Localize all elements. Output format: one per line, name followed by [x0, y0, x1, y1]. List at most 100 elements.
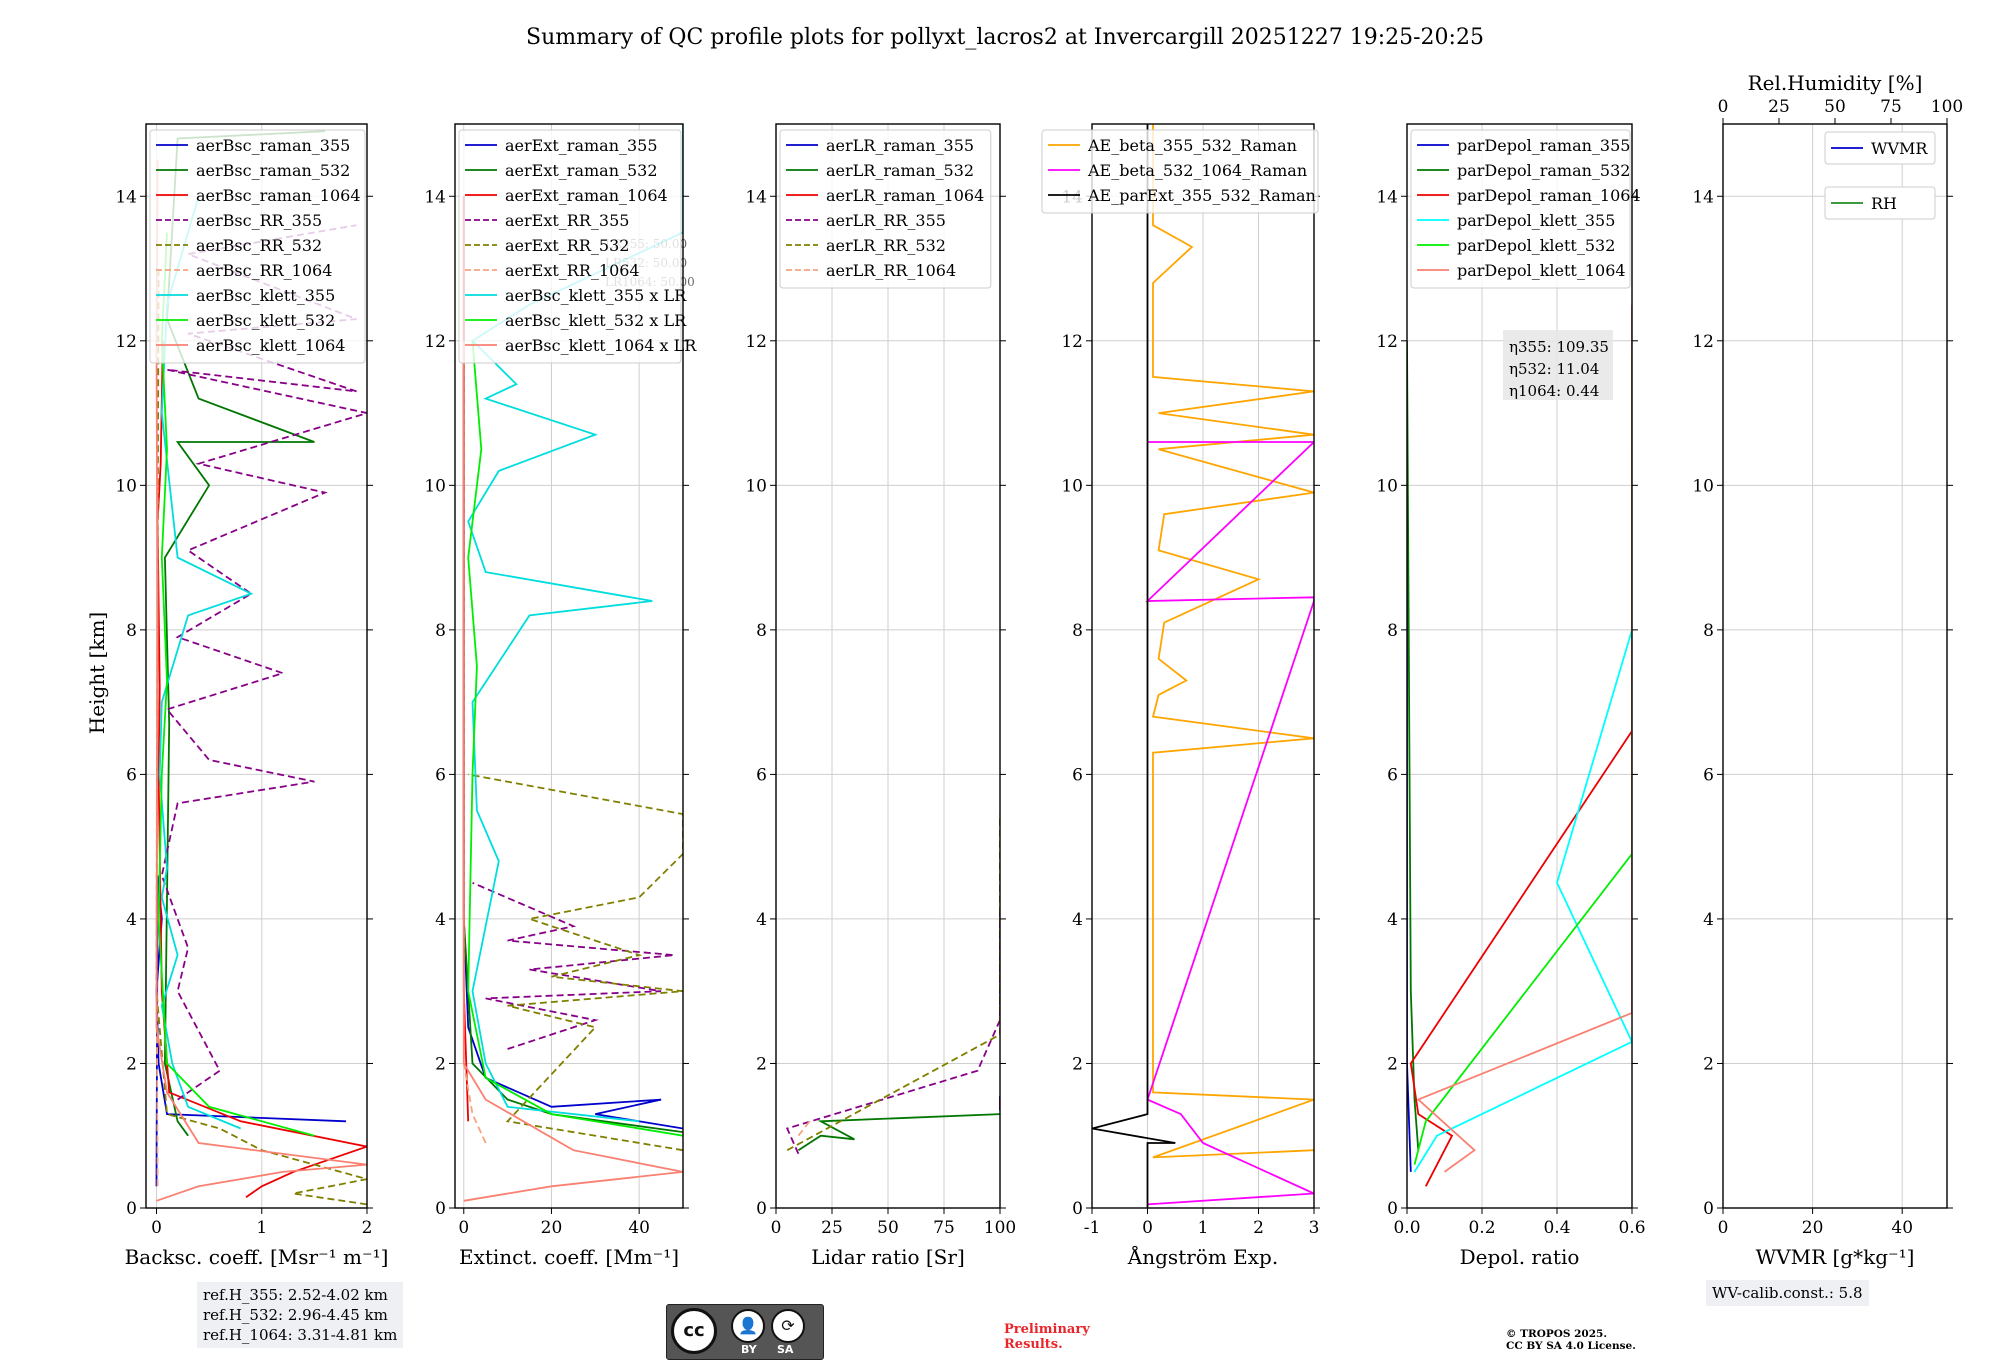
legend-label: aerBsc_RR_532 [196, 236, 322, 255]
series-AE_beta_532_1064_Raman [1145, 441, 1314, 1206]
axes-frame [1406, 123, 1633, 1209]
x-tick-label: 3 [1309, 1218, 1320, 1238]
legend-box [149, 129, 366, 364]
axes-frame [1722, 123, 1948, 1209]
legend-label: aerLR_RR_355 [826, 211, 946, 230]
legend-box [1824, 131, 1936, 165]
x-tick-label: -1 [1084, 1218, 1101, 1238]
x-tick-label: 50 [877, 1218, 899, 1238]
legend-label: AE_parExt_355_532_Raman [1087, 186, 1316, 205]
y-tick-label: 8 [435, 621, 446, 641]
series-parDepol_klett_355 [1413, 463, 1632, 1173]
sa-share-icon: ⟳ [771, 1309, 805, 1343]
legend-label: parDepol_klett_532 [1457, 236, 1615, 255]
top-x-tick-label: 50 [1824, 97, 1846, 117]
legend-label: WVMR [1871, 139, 1928, 158]
x-tick-label: 1 [1198, 1218, 1209, 1238]
x-tick-label: 0.2 [1468, 1218, 1495, 1238]
series-aerBsc_klett_532 x LR [467, 340, 683, 1137]
ref-height-355: ref.H_355: 2.52-4.02 km [203, 1286, 388, 1304]
y-tick-label: 12 [745, 332, 767, 352]
legend-wv: WVMR RH [1824, 131, 1936, 220]
wv-calib-box: WV-calib.const.: 5.8 [1706, 1280, 1869, 1306]
legend-label: aerExt_RR_355 [505, 211, 629, 230]
preliminary-line-2: Results. [1004, 1337, 1063, 1352]
y-tick-label: 2 [756, 1054, 767, 1074]
y-tick-label: 10 [115, 476, 137, 496]
copyright-line-1: © TROPOS 2025. [1506, 1328, 1608, 1340]
y-tick-label: 14 [424, 187, 446, 207]
y-tick-label: 10 [424, 476, 446, 496]
legend-label: aerLR_raman_1064 [826, 186, 984, 205]
series-aerBsc_klett_1064 [155, 160, 367, 1202]
series-group [462, 124, 683, 1202]
legend-label: aerLR_raman_355 [826, 136, 974, 155]
top-x-tick-label: 100 [1931, 97, 1963, 117]
cc-icon: cc [671, 1308, 717, 1354]
top-x-axis-label: Rel.Humidity [%] [1748, 71, 1923, 95]
y-tick-label: 2 [1072, 1054, 1083, 1074]
series-aerBsc_klett_532 [157, 232, 315, 1137]
y-tick-label: 2 [1703, 1054, 1714, 1074]
y-tick-label: 10 [1692, 476, 1714, 496]
y-tick-label: 0 [1387, 1199, 1398, 1219]
y-tick-label: 6 [1072, 765, 1083, 785]
eta-annotation: η1064: 0.44 [1509, 382, 1599, 400]
y-tick-label: 14 [1692, 187, 1714, 207]
y-tick-label: 0 [756, 1199, 767, 1219]
cc-license-badge[interactable]: cc 👤 ⟳ BY SA [666, 1304, 824, 1360]
series-group [785, 814, 1000, 1155]
legend-depol: parDepol_raman_355 parDepol_raman_532 parD… [1410, 129, 1641, 289]
ref-height-1064: ref.H_1064: 3.31-4.81 km [203, 1326, 398, 1344]
series-aerBsc_raman_1064 [156, 340, 367, 1198]
legend-label: aerLR_raman_532 [826, 161, 974, 180]
legend-label: aerBsc_RR_1064 [196, 261, 332, 280]
wv-calib-text: WV-calib.const.: 5.8 [1712, 1284, 1863, 1302]
legend-ext: aerExt_raman_355 aerExt_raman_532 aerExt_r… [458, 129, 697, 364]
series-aerBsc_klett_1064 x LR [462, 340, 683, 1202]
preliminary-notice: Preliminary Results. [1004, 1322, 1090, 1352]
x-tick-label: 0.4 [1543, 1218, 1570, 1238]
legend-label: parDepol_klett_1064 [1457, 261, 1626, 280]
series-parDepol_raman_355 [1407, 485, 1412, 1172]
eta-annotation: η532: 11.04 [1509, 360, 1599, 378]
axes-frame [145, 123, 368, 1209]
legend-label: aerBsc_klett_1064 [196, 336, 345, 355]
preliminary-line-1: Preliminary [1004, 1322, 1090, 1337]
x-tick-label: 0 [1142, 1218, 1153, 1238]
series-aerExt_RR_532 [468, 773, 683, 1152]
top-x-tick-label: 75 [1880, 97, 1902, 117]
y-tick-label: 2 [1387, 1054, 1398, 1074]
x-axis-label-lr: Lidar ratio [Sr] [811, 1245, 965, 1269]
x-tick-label: 100 [984, 1218, 1016, 1238]
x-tick-label: 0 [1718, 1218, 1729, 1238]
y-tick-label: 12 [115, 332, 137, 352]
series-parDepol_raman_1064 [1409, 449, 1632, 1187]
x-tick-label: 0 [458, 1218, 469, 1238]
legend-label: RH [1871, 194, 1897, 213]
y-tick-label: 4 [435, 910, 446, 930]
panel-wv: 0 2 4 6 8 10 12 14 0 20 40 WVMR [g*kg⁻¹] 0 25 50 75 100 R… [1692, 71, 1963, 1269]
series-parDepol_klett_1064 [1416, 304, 1632, 1173]
x-tick-label: 2 [362, 1218, 373, 1238]
by-label: BY [741, 1343, 757, 1356]
y-tick-label: 6 [1703, 765, 1714, 785]
legend-label: parDepol_raman_355 [1457, 136, 1630, 155]
ref-height-532: ref.H_532: 2.96-4.45 km [203, 1306, 388, 1324]
y-tick-label: 8 [126, 621, 137, 641]
series-parDepol_raman_532 [1407, 340, 1420, 1151]
top-x-tick-label: 25 [1768, 97, 1790, 117]
legend-label: aerExt_raman_532 [505, 161, 658, 180]
x-tick-label: 40 [628, 1218, 650, 1238]
x-tick-label: 2 [1253, 1218, 1264, 1238]
legend-label: aerBsc_klett_355 x LR [505, 286, 687, 305]
legend-label: aerBsc_raman_355 [196, 136, 350, 155]
x-tick-label: 40 [1891, 1218, 1913, 1238]
y-tick-label: 4 [1703, 910, 1714, 930]
panel-depol: 0 2 4 6 8 10 12 14 0.0 0.2 0.4 0.6 Depol. ratio η355:… [1376, 123, 1646, 1269]
y-tick-label: 6 [435, 765, 446, 785]
legend-label: aerExt_raman_1064 [505, 186, 668, 205]
